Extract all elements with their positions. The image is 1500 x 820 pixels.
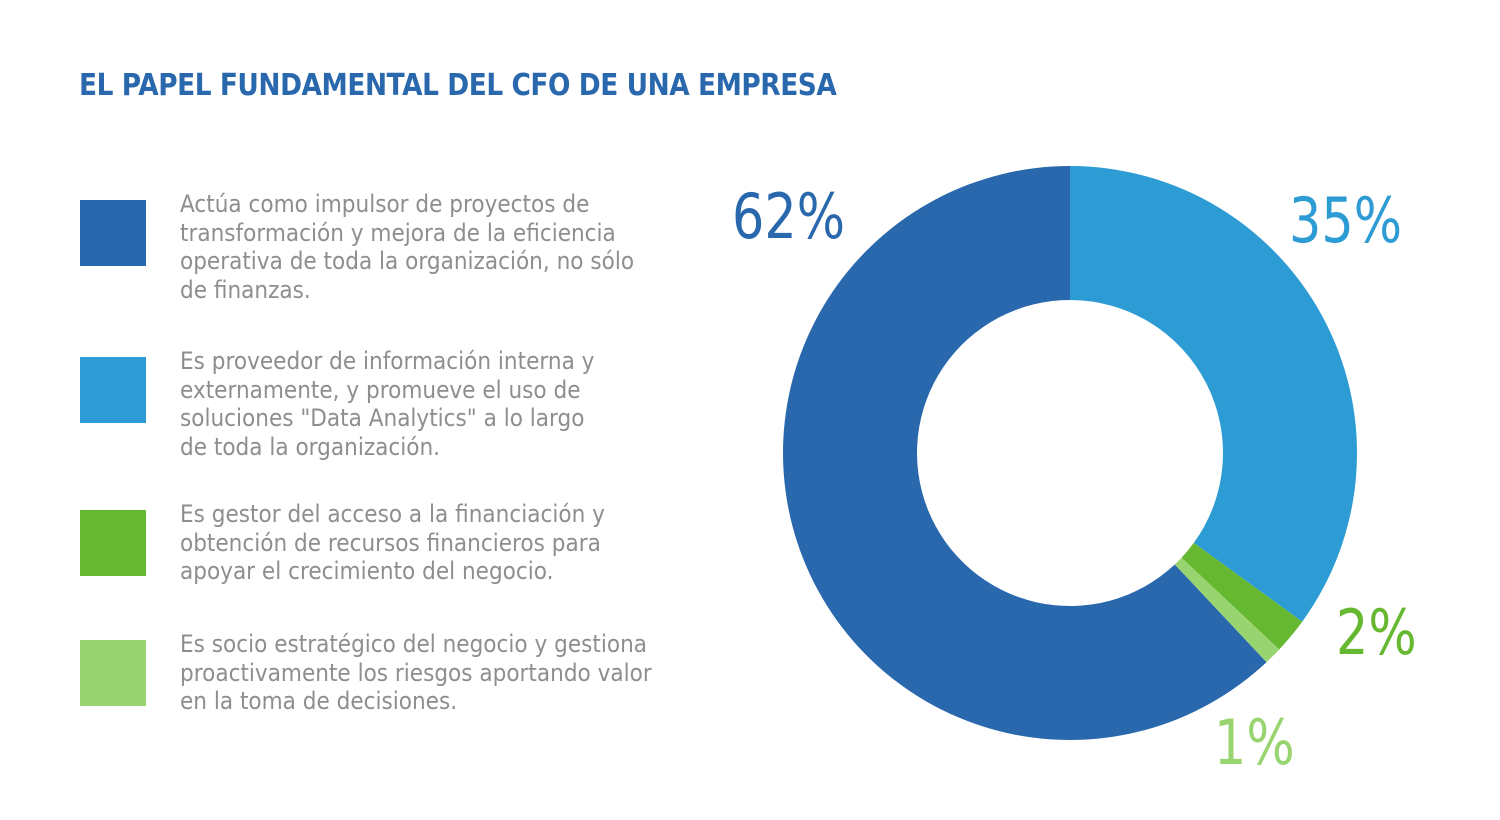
legend-swatch-green — [80, 510, 146, 576]
donut-slice-35-percent — [1070, 166, 1357, 622]
legend-text: Es gestor del acceso a la financiación y… — [180, 500, 605, 585]
legend-swatch-dark-blue — [80, 200, 146, 266]
label-1-percent: 1% — [1214, 706, 1295, 779]
donut-slice-2-percent — [1181, 542, 1303, 650]
legend-swatch-light-green — [80, 640, 146, 706]
legend-text: Es proveedor de información interna y ex… — [180, 347, 595, 461]
legend-swatch-light-blue — [80, 357, 146, 423]
legend-text: Es socio estratégico del negocio y gesti… — [180, 630, 652, 715]
label-62-percent: 62% — [732, 180, 846, 253]
legend-text: Actúa como impulsor de proyectos de tran… — [180, 190, 635, 304]
donut-slice-1-percent — [1174, 557, 1280, 663]
label-2-percent: 2% — [1336, 596, 1417, 669]
donut-slices — [782, 166, 1357, 740]
donut-slice-62-percent — [782, 166, 1267, 740]
label-35-percent: 35% — [1289, 184, 1403, 257]
chart-title: EL PAPEL FUNDAMENTAL DEL CFO DE UNA EMPR… — [79, 68, 837, 103]
